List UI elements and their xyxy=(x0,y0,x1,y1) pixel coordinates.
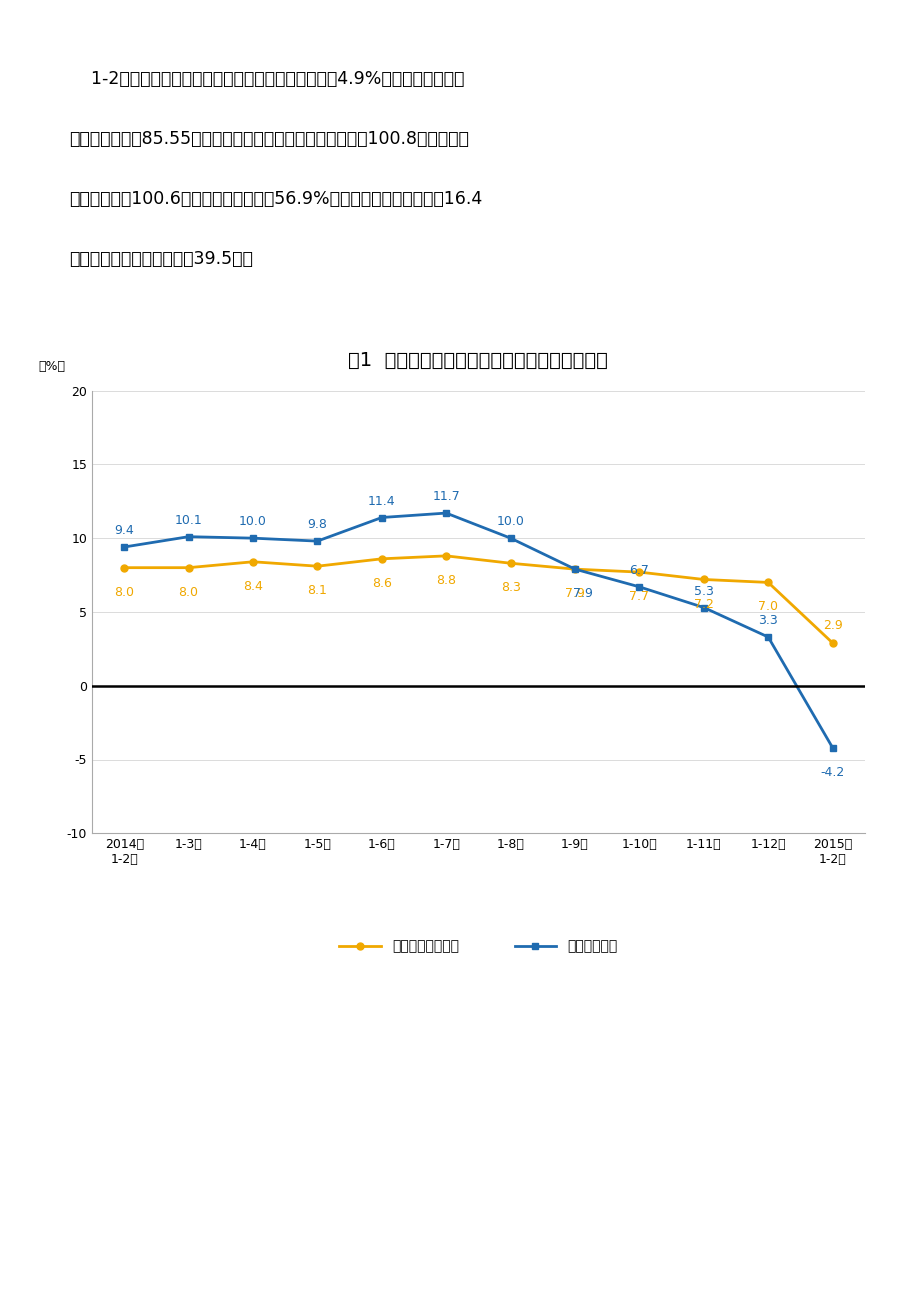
Text: 11.7: 11.7 xyxy=(432,491,460,504)
Text: 8.1: 8.1 xyxy=(307,585,327,598)
Text: 8.0: 8.0 xyxy=(114,586,134,599)
Text: 营业务收入为100.6万元，资产负傺率为56.9%，产成品存货周转天数为16.4: 营业务收入为100.6万元，资产负傺率为56.9%，产成品存货周转天数为16.4 xyxy=(69,190,482,208)
Text: 10.0: 10.0 xyxy=(496,516,524,529)
Text: 7.7: 7.7 xyxy=(629,590,649,603)
Text: 11.4: 11.4 xyxy=(368,495,395,508)
Title: 图1  各月累计主营业务收入与利润总额同比增速: 图1 各月累计主营业务收入与利润总额同比增速 xyxy=(348,350,607,370)
Text: 8.4: 8.4 xyxy=(243,579,263,592)
Legend: 主营业务收入增速, 利润总额增速: 主营业务收入增速, 利润总额增速 xyxy=(334,934,622,960)
Text: 收入中的成本为85.55元，每百元资产实现的主营业务收入为100.8元，人均主: 收入中的成本为85.55元，每百元资产实现的主营业务收入为100.8元，人均主 xyxy=(69,130,469,148)
Text: 8.0: 8.0 xyxy=(178,586,199,599)
Text: -4.2: -4.2 xyxy=(820,766,844,779)
Text: 7.2: 7.2 xyxy=(693,598,713,611)
Text: 天，应收账款平均回收期为39.5天。: 天，应收账款平均回收期为39.5天。 xyxy=(69,250,253,268)
Text: 10.0: 10.0 xyxy=(239,516,267,529)
Text: 6.7: 6.7 xyxy=(629,564,649,577)
Text: 7.9: 7.9 xyxy=(564,587,584,600)
Text: 5.3: 5.3 xyxy=(693,585,713,598)
Text: 2.9: 2.9 xyxy=(822,618,842,631)
Text: 9.4: 9.4 xyxy=(114,525,134,538)
Text: 8.8: 8.8 xyxy=(436,574,456,587)
Text: 7.9: 7.9 xyxy=(573,587,593,600)
Text: 7.0: 7.0 xyxy=(757,600,777,613)
Text: 8.3: 8.3 xyxy=(500,581,520,594)
Text: 9.8: 9.8 xyxy=(307,518,327,531)
Text: 1-2月份，规模以上工业企业主营业务收入利润率为4.9%，每百元主营业务: 1-2月份，规模以上工业企业主营业务收入利润率为4.9%，每百元主营业务 xyxy=(69,70,464,89)
Text: 8.6: 8.6 xyxy=(371,577,391,590)
Text: 10.1: 10.1 xyxy=(175,514,202,527)
Text: （%）: （%） xyxy=(38,359,65,372)
Text: 3.3: 3.3 xyxy=(757,615,777,628)
